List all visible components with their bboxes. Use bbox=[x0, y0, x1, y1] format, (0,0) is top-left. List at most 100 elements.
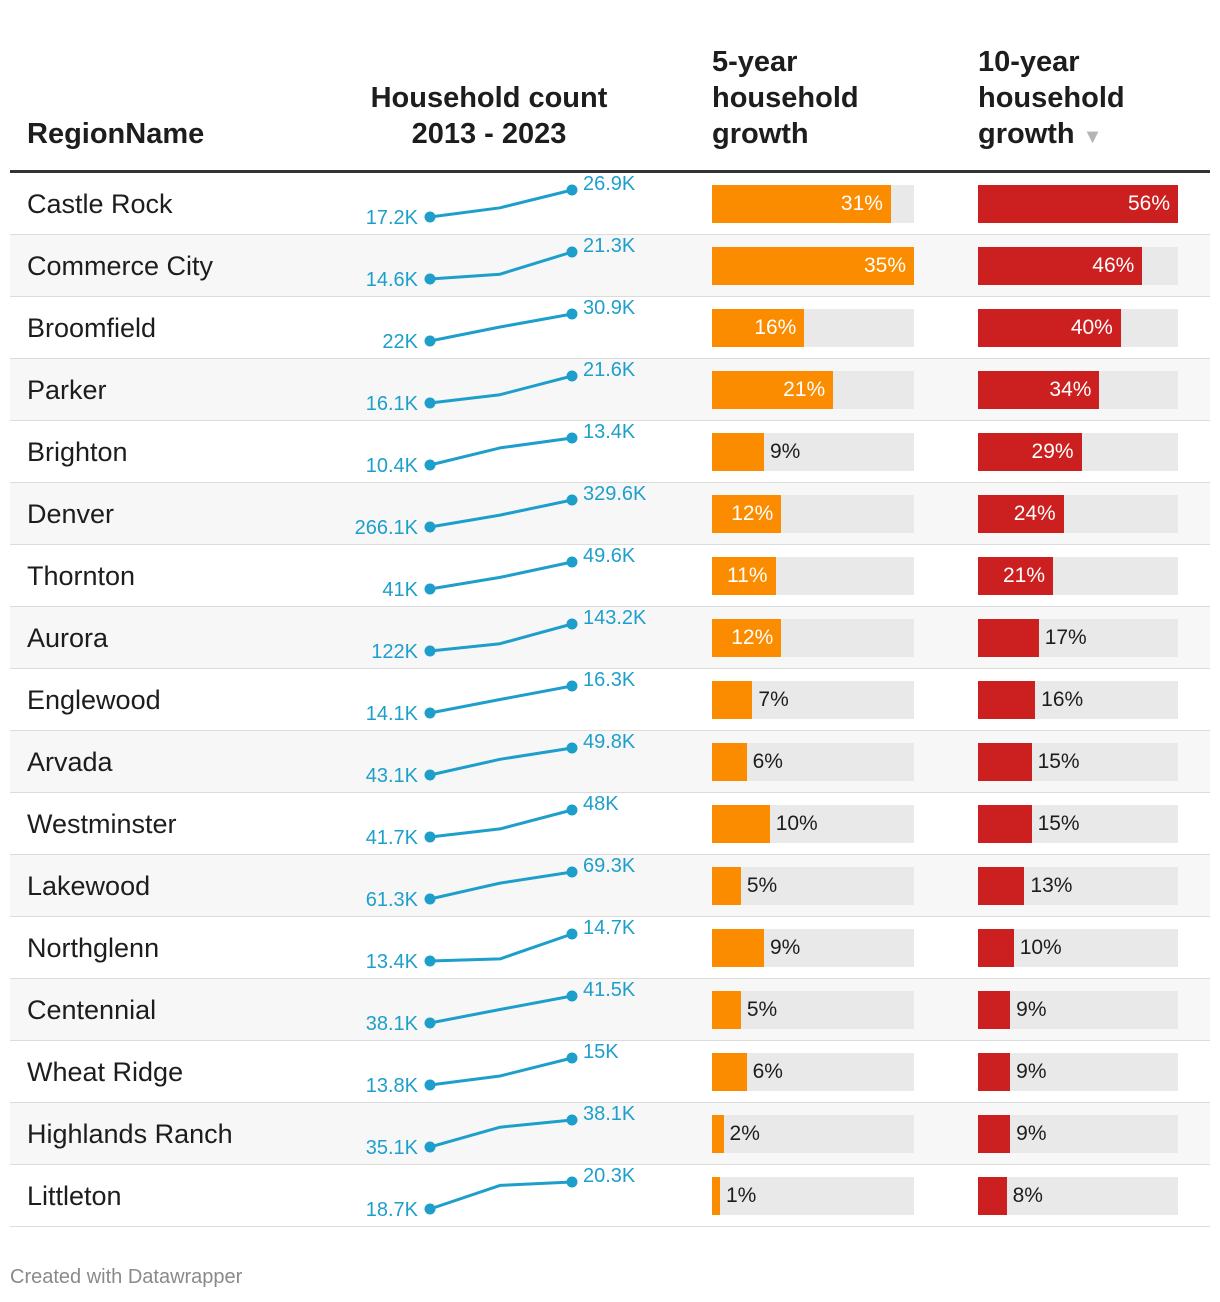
five-year-growth-value-label: 6% bbox=[752, 750, 783, 773]
sparkline-end-label: 41.5K bbox=[583, 979, 636, 1001]
sparkline-end-point bbox=[566, 184, 578, 196]
sparkline-end-label: 69.3K bbox=[583, 855, 636, 877]
header-region[interactable]: RegionName bbox=[27, 118, 205, 150]
footer-credit: Created with Datawrapper bbox=[10, 1266, 243, 1288]
ten-year-growth-bar bbox=[978, 929, 1014, 967]
ten-year-growth-value-label: 9% bbox=[1016, 998, 1047, 1021]
region-name: Brighton bbox=[27, 437, 128, 467]
ten-year-growth-value-label: 15% bbox=[1037, 750, 1080, 773]
five-year-growth-value-label: 12% bbox=[731, 502, 774, 525]
household-count-sparkline: 61.3K 69.3K bbox=[366, 855, 636, 911]
sparkline-end-label: 30.9K bbox=[583, 297, 636, 319]
five-year-growth-value-label: 16% bbox=[754, 316, 797, 339]
five-year-growth-bar-track: 12% bbox=[712, 619, 914, 657]
household-count-sparkline: 18.7K 20.3K bbox=[366, 1165, 636, 1221]
ten-year-growth-bar bbox=[978, 1115, 1011, 1153]
five-year-growth-bar-track: 35% bbox=[712, 247, 914, 285]
ten-year-growth-bar-track: 15% bbox=[978, 805, 1178, 843]
household-count-sparkline: 41K 49.6K bbox=[382, 545, 636, 601]
five-year-growth-bar-track: 5% bbox=[712, 991, 914, 1029]
ten-year-growth-value-label: 29% bbox=[1031, 440, 1074, 463]
sparkline-start-label: 61.3K bbox=[366, 889, 419, 911]
region-name: Northglenn bbox=[27, 933, 160, 963]
sparkline-end-label: 49.6K bbox=[583, 545, 636, 567]
five-year-growth-bar-track: 21% bbox=[712, 371, 914, 409]
sparkline-start-point bbox=[424, 955, 436, 967]
sparkline-line bbox=[429, 312, 573, 343]
sparkline-end-label: 48K bbox=[583, 793, 619, 815]
ten-year-growth-value-label: 17% bbox=[1044, 626, 1087, 649]
five-year-growth-bar-track: 6% bbox=[712, 1053, 914, 1091]
sparkline-start-label: 16.1K bbox=[366, 393, 419, 415]
sparkline-end-label: 16.3K bbox=[583, 669, 636, 691]
sparkline-start-point bbox=[424, 273, 436, 285]
ten-year-growth-value-label: 24% bbox=[1013, 502, 1056, 525]
region-name: Parker bbox=[27, 375, 107, 405]
sparkline-line bbox=[429, 188, 573, 219]
household-count-sparkline: 43.1K 49.8K bbox=[366, 731, 636, 787]
five-year-growth-value-label: 35% bbox=[863, 254, 906, 277]
sparkline-start-point bbox=[424, 893, 436, 905]
table-row: Lakewood 61.3K 69.3K 5% 13% bbox=[10, 855, 1210, 917]
sparkline-start-label: 13.4K bbox=[366, 951, 419, 973]
sparkline-start-label: 14.6K bbox=[366, 269, 419, 291]
five-year-growth-value-label: 10% bbox=[775, 812, 818, 835]
household-count-sparkline: 266.1K 329.6K bbox=[355, 483, 647, 539]
sparkline-end-label: 21.3K bbox=[583, 235, 636, 257]
five-year-growth-bar bbox=[712, 1115, 724, 1153]
region-name: Lakewood bbox=[27, 871, 151, 901]
household-count-sparkline: 122K 143.2K bbox=[371, 607, 647, 663]
ten-year-growth-bar bbox=[978, 247, 1143, 285]
sparkline-start-point bbox=[424, 211, 436, 223]
five-year-growth-value-label: 5% bbox=[746, 998, 778, 1021]
five-year-growth-bar-track: 10% bbox=[712, 805, 914, 843]
header-household-count[interactable]: Household count 2013 - 2023 bbox=[330, 80, 648, 152]
header-five-year-growth[interactable]: 5-year household growth bbox=[712, 44, 912, 152]
five-year-growth-value-label: 9% bbox=[769, 936, 801, 959]
five-year-growth-bar-track: 1% bbox=[712, 1177, 914, 1215]
sparkline-end-point bbox=[566, 1114, 578, 1126]
ten-year-growth-bar-track: 13% bbox=[978, 867, 1178, 905]
sparkline-start-point bbox=[424, 459, 436, 471]
sparkline-line bbox=[429, 1180, 573, 1211]
ten-year-growth-bar bbox=[978, 743, 1032, 781]
sparkline-start-label: 122K bbox=[371, 641, 418, 663]
ten-year-growth-bar bbox=[978, 805, 1032, 843]
ten-year-growth-bar-track: 24% bbox=[978, 495, 1178, 533]
sparkline-line bbox=[429, 1056, 573, 1087]
sparkline-end-label: 15K bbox=[583, 1041, 619, 1063]
ten-year-growth-bar bbox=[978, 371, 1100, 409]
household-count-sparkline: 17.2K 26.9K bbox=[366, 173, 636, 229]
household-count-sparkline: 38.1K 41.5K bbox=[366, 979, 636, 1035]
five-year-growth-bar bbox=[712, 743, 747, 781]
sparkline-line bbox=[429, 932, 573, 963]
header-five-line3: growth bbox=[712, 118, 809, 150]
header-ten-year-growth[interactable]: 10-year household growth ▼ bbox=[978, 44, 1198, 155]
region-name: Denver bbox=[27, 499, 115, 529]
header-ten-line1: 10-year bbox=[978, 46, 1080, 78]
ten-year-growth-value-label: 13% bbox=[1030, 874, 1073, 897]
ten-year-growth-value-label: 9% bbox=[1016, 1060, 1047, 1083]
sparkline-start-point bbox=[424, 831, 436, 843]
sparkline-end-point bbox=[566, 1052, 578, 1064]
sort-descending-icon[interactable]: ▼ bbox=[1082, 126, 1103, 148]
sparkline-line bbox=[429, 622, 573, 653]
ten-year-growth-bar bbox=[978, 433, 1082, 471]
five-year-growth-bar bbox=[712, 1053, 747, 1091]
ten-year-growth-bar-track: 8% bbox=[978, 1177, 1178, 1215]
sparkline-start-label: 18.7K bbox=[366, 1199, 419, 1221]
sparkline-end-label: 20.3K bbox=[583, 1165, 636, 1187]
sparkline-end-point bbox=[566, 370, 578, 382]
five-year-growth-bar-track: 9% bbox=[712, 929, 914, 967]
sparkline-start-point bbox=[424, 1079, 436, 1091]
sparkline-end-point bbox=[566, 866, 578, 878]
sparkline-end-label: 38.1K bbox=[583, 1103, 636, 1125]
sparkline-line bbox=[429, 1118, 573, 1149]
five-year-growth-bar bbox=[712, 619, 782, 657]
sparkline-end-label: 13.4K bbox=[583, 421, 636, 443]
region-name: Broomfield bbox=[27, 313, 157, 343]
ten-year-growth-bar-track: 9% bbox=[978, 991, 1178, 1029]
household-count-sparkline: 35.1K 38.1K bbox=[366, 1103, 636, 1159]
table-row: Wheat Ridge 13.8K 15K 6% 9% bbox=[10, 1041, 1210, 1103]
region-name: Thornton bbox=[27, 561, 136, 591]
